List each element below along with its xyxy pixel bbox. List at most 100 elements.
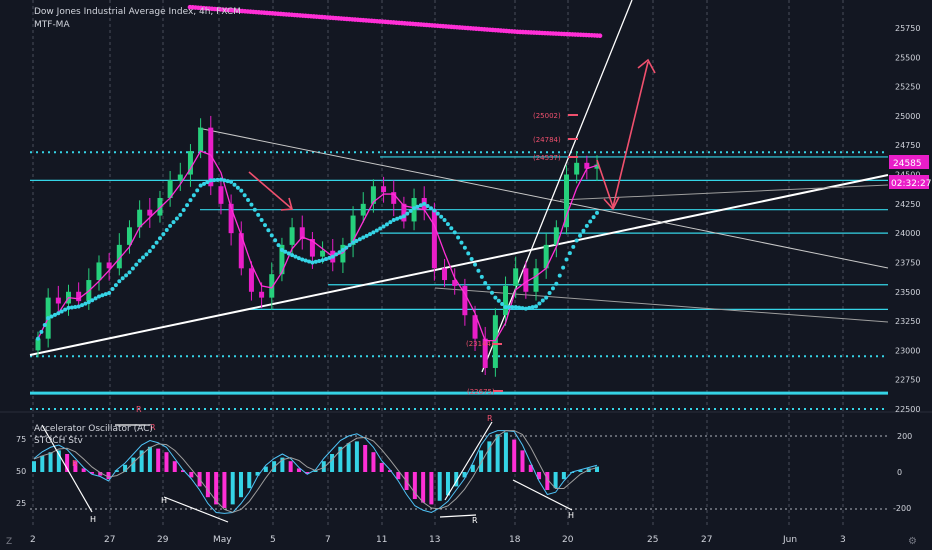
y-tick-label: 23250: [895, 317, 920, 326]
slow-ma-dot: [202, 181, 207, 186]
slow-ma-dot: [307, 259, 312, 264]
slow-ma-dot: [578, 233, 583, 238]
slow-ma-dot: [76, 304, 81, 309]
slow-ma-dot: [337, 250, 342, 255]
osc-tick-label: 0: [897, 468, 902, 477]
candle-body: [553, 227, 559, 245]
slow-ma-dot: [550, 286, 555, 291]
candle-body: [167, 180, 173, 198]
slow-ma-dot: [300, 257, 305, 262]
slow-ma-dot: [56, 311, 61, 316]
slow-ma-dot: [547, 290, 552, 295]
y-tick-label: 24000: [895, 229, 920, 238]
slow-ma-dot: [110, 287, 115, 292]
time-axis[interactable]: 2 27 29 May 5 7 11 13 18 20 25 27 Jun 3: [30, 535, 846, 545]
slow-ma-dot: [544, 295, 549, 300]
osc-tick-label: 200: [897, 432, 912, 441]
slow-ma-dot: [168, 223, 173, 228]
osc-mark: R: [487, 414, 493, 423]
slow-ma-dot: [489, 290, 494, 295]
slow-ma-dot: [435, 211, 440, 216]
slow-ma-dot: [371, 230, 376, 235]
osc-mark: R: [72, 459, 78, 468]
projection-path: [596, 61, 649, 210]
slow-ma-dot: [80, 303, 85, 308]
slow-ma-dot: [317, 258, 322, 263]
y-tick-label: 25000: [895, 112, 920, 121]
slow-ma-dot: [212, 178, 217, 183]
slow-ma-dot: [368, 232, 373, 237]
slow-ma-dot: [584, 223, 589, 228]
osc-bar: [454, 472, 459, 487]
oscillator-pane: [30, 430, 888, 514]
slow-ma-dot: [36, 336, 40, 341]
slow-ma-dot: [134, 262, 139, 267]
slow-ma-dot: [408, 208, 413, 213]
slow-ma-dot: [354, 238, 359, 243]
osc-bar: [495, 434, 500, 472]
slow-ma-dot: [93, 296, 98, 301]
slow-ma-dot: [208, 178, 213, 183]
slow-ma-dot: [412, 206, 417, 211]
uptrend-line: [29, 174, 889, 356]
osc-bar: [363, 445, 368, 472]
candle-body: [594, 164, 600, 169]
osc-bar: [561, 472, 566, 480]
slow-ma-dot: [432, 208, 437, 213]
divergence-line: [444, 421, 493, 501]
osc-bar: [98, 472, 103, 476]
y-tick-label: 23500: [895, 288, 920, 297]
slow-ma-dot: [428, 206, 433, 211]
slow-ma-dot: [181, 207, 186, 212]
candle-body: [106, 262, 112, 269]
slow-ma-dot: [303, 258, 308, 263]
horizontal-levels: [30, 151, 888, 410]
slow-ma-dot: [493, 295, 498, 300]
slow-ma-dot: [141, 255, 146, 260]
slow-ma-dot: [296, 256, 301, 261]
candle-body: [431, 209, 437, 269]
osc-mark: H: [90, 515, 96, 524]
osc-bar: [595, 466, 599, 472]
osc-bar: [429, 472, 434, 505]
slow-ma-dot: [567, 251, 572, 256]
osc-bar: [164, 452, 169, 472]
slow-ma-dot: [90, 298, 95, 303]
x-tick-label: 20: [562, 535, 574, 545]
osc-bar: [123, 464, 128, 472]
osc-bar: [48, 452, 53, 472]
slow-ma-dot: [483, 280, 488, 285]
arrowhead-1: [280, 197, 294, 211]
osc-bar: [578, 470, 583, 472]
osc-bar: [172, 461, 177, 472]
divergence-line: [163, 496, 229, 523]
candle-body: [55, 297, 61, 304]
slow-ma-dot: [229, 179, 234, 184]
countdown-timer: 02:32:27: [891, 179, 931, 189]
slow-ma-dot: [249, 202, 254, 207]
osc-bar: [189, 472, 194, 478]
candle-body: [543, 244, 549, 269]
slow-ma-dot: [262, 223, 267, 228]
candle-body: [462, 285, 468, 316]
slow-ma-dot: [320, 258, 325, 263]
candle-body: [360, 203, 366, 216]
osc-bar: [147, 446, 152, 472]
slow-ma-dot: [161, 232, 166, 237]
lower-line: [434, 287, 889, 323]
x-tick-label: 2: [30, 535, 36, 545]
slow-ma-dot: [69, 305, 74, 310]
slow-ma-dot: [205, 180, 210, 185]
slow-ma-dot: [151, 244, 156, 249]
candle-body: [177, 174, 183, 181]
osc-bar: [462, 472, 467, 478]
slow-ma-dot: [310, 260, 315, 265]
osc-bar: [379, 463, 384, 472]
slow-ma-dot: [266, 228, 271, 233]
candle-body: [513, 268, 519, 286]
osc-bar: [106, 472, 111, 480]
candle-body: [533, 268, 539, 292]
descending-line: [197, 127, 889, 269]
slow-ma-dot: [388, 220, 393, 225]
y-tick-label: 25500: [895, 53, 920, 62]
